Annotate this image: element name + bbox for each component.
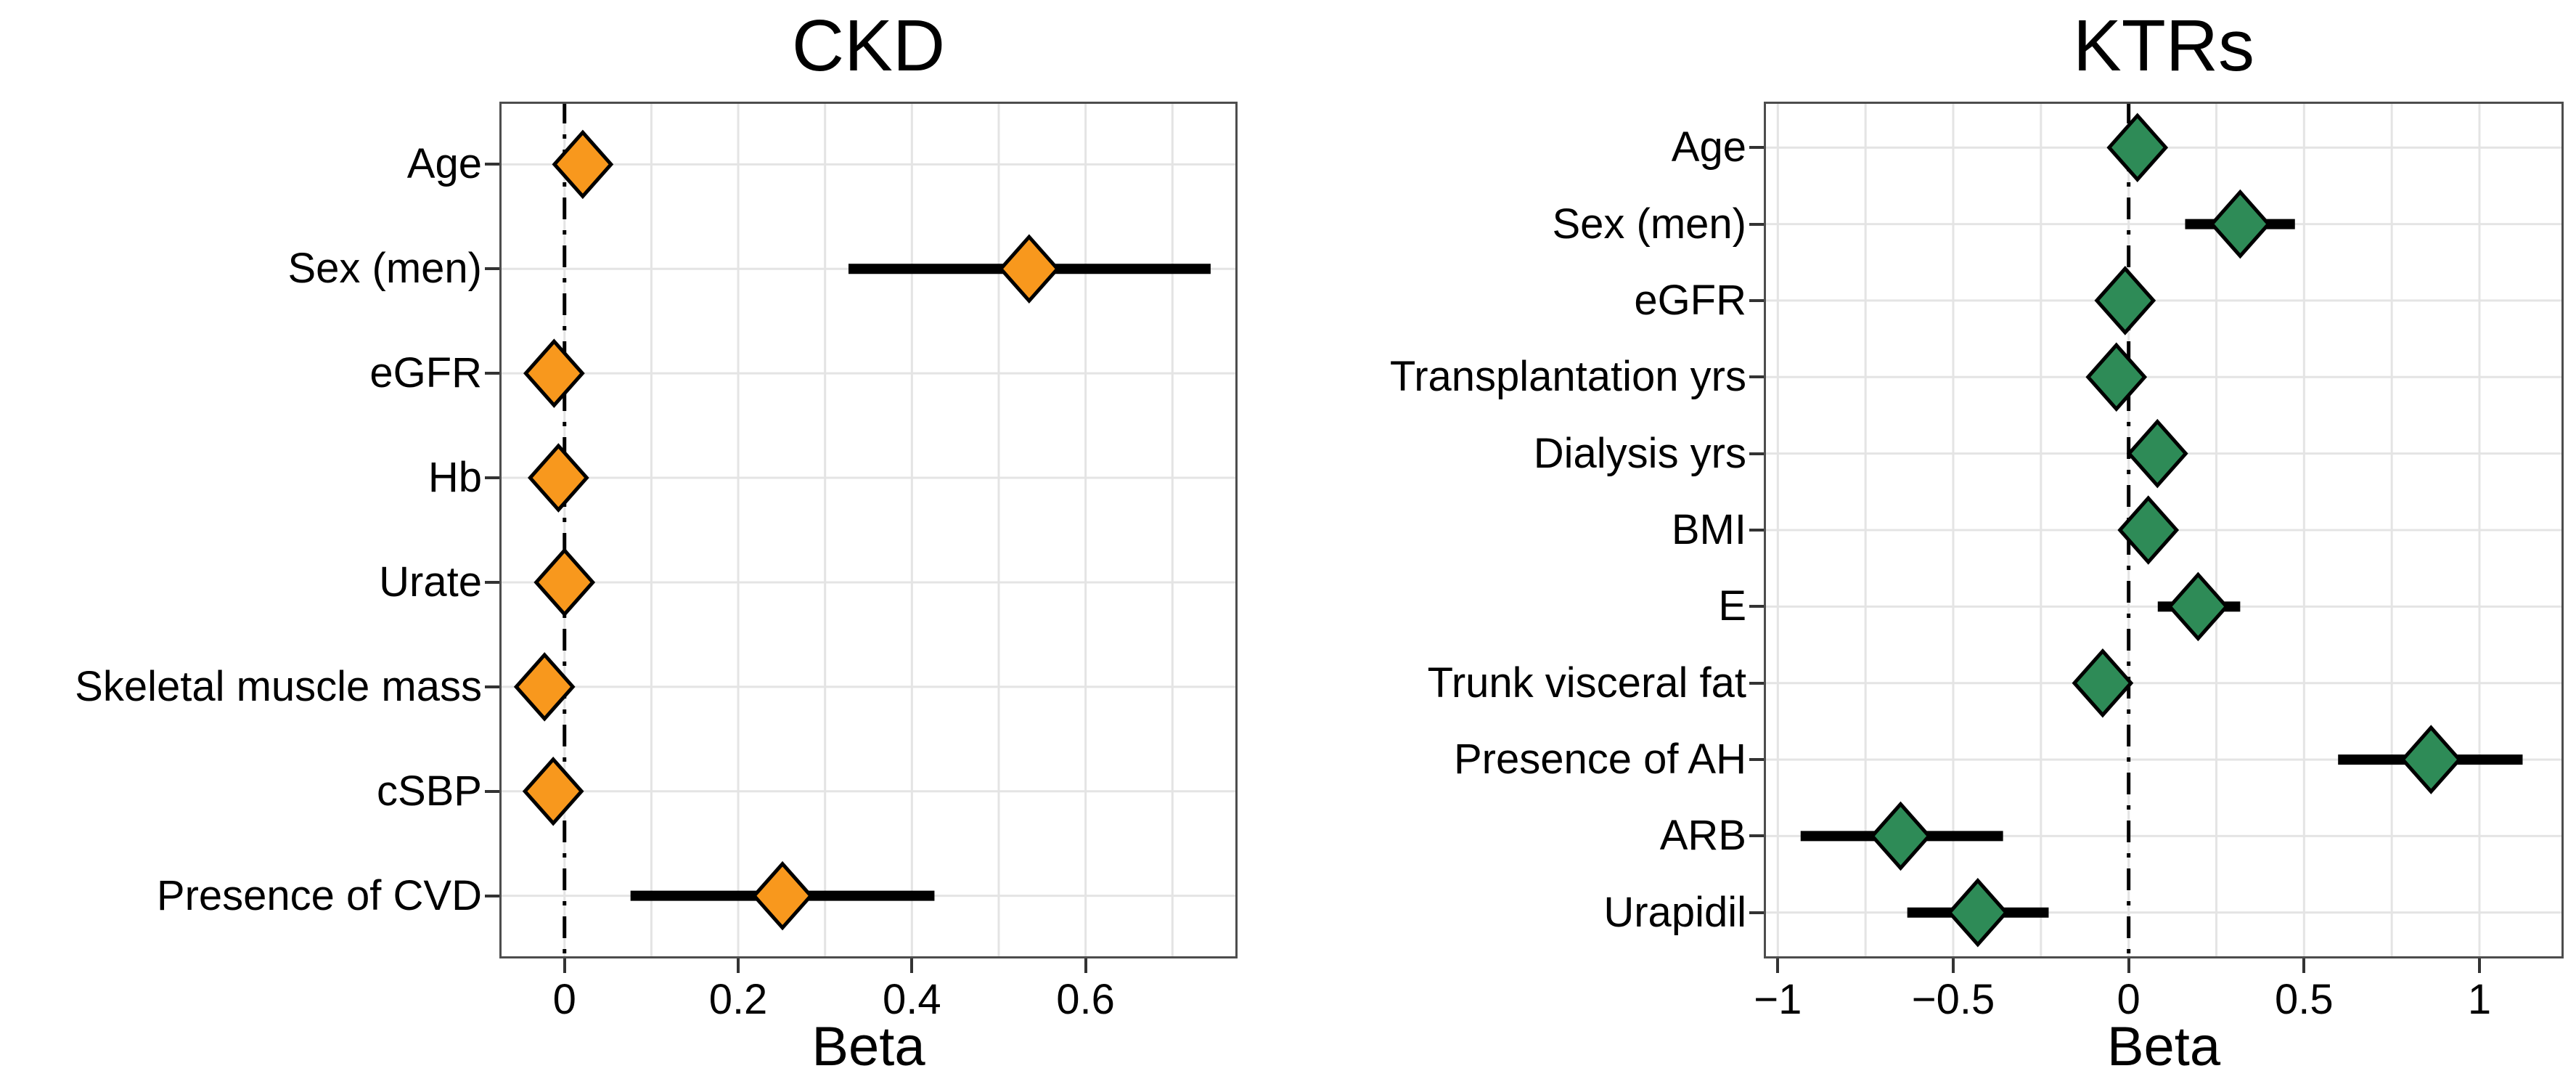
x-tick-label: 1 xyxy=(2467,976,2492,1023)
x-axis-tick xyxy=(2302,958,2306,973)
panel-title-ckd: CKD xyxy=(791,5,946,86)
y-axis-tick xyxy=(1749,529,1764,532)
x-axis-tick xyxy=(563,958,566,973)
x-tick-label: 0.2 xyxy=(708,976,768,1023)
x-axis-tick xyxy=(2127,958,2130,973)
beta-diamond-marker xyxy=(2400,725,2462,794)
beta-diamond-marker xyxy=(522,756,584,826)
beta-diamond-marker xyxy=(2072,648,2134,718)
beta-diamond-marker xyxy=(2167,571,2229,642)
category-label: cSBP xyxy=(376,767,482,815)
x-tick-label: 0.4 xyxy=(882,976,941,1023)
beta-diamond-marker xyxy=(1870,801,1931,871)
x-tick-label: −0.5 xyxy=(1911,976,1995,1023)
beta-diamond-marker xyxy=(552,129,614,200)
y-axis-tick xyxy=(485,476,499,480)
beta-diamond-marker xyxy=(2085,342,2148,412)
beta-diamond-marker xyxy=(1947,878,2009,948)
x-tick-label: 0.6 xyxy=(1056,976,1115,1023)
category-label: Skeletal muscle mass xyxy=(75,662,482,710)
y-axis-tick xyxy=(485,267,499,271)
beta-diamond-marker xyxy=(2126,418,2188,489)
x-axis-tick xyxy=(1084,958,1087,973)
y-axis-tick xyxy=(1749,146,1764,150)
x-axis-tick xyxy=(2478,958,2481,973)
beta-diamond-marker xyxy=(2106,113,2169,182)
beta-diamond-marker xyxy=(513,652,576,722)
beta-diamond-marker xyxy=(2117,495,2180,565)
y-axis-tick xyxy=(485,789,499,793)
y-axis-tick xyxy=(1749,298,1764,302)
category-label: Trunk visceral fat xyxy=(1427,659,1746,707)
x-axis-label-ckd: Beta xyxy=(811,1016,925,1078)
category-label: Age xyxy=(406,140,482,188)
panel-ckd-plot-area xyxy=(499,102,1238,958)
y-axis-tick xyxy=(1749,681,1764,685)
y-axis-tick xyxy=(1749,834,1764,838)
y-axis-tick xyxy=(485,894,499,897)
panel-title-ktrs: KTRs xyxy=(2073,5,2254,86)
x-axis-tick xyxy=(910,958,914,973)
category-label: Urapidil xyxy=(1603,888,1746,936)
beta-diamond-marker xyxy=(751,860,814,931)
beta-diamond-marker xyxy=(2209,189,2271,259)
beta-diamond-marker xyxy=(528,443,589,513)
category-label: BMI xyxy=(1671,506,1746,553)
x-axis-tick xyxy=(1952,958,1955,973)
category-label: ARB xyxy=(1659,812,1746,860)
category-label: Presence of CVD xyxy=(156,871,482,919)
y-axis-tick xyxy=(485,163,499,166)
x-tick-label: 0 xyxy=(552,976,576,1023)
x-tick-label: −1 xyxy=(1754,976,1802,1023)
category-label: eGFR xyxy=(369,349,482,397)
y-axis-tick xyxy=(1749,222,1764,226)
category-label: Hb xyxy=(428,454,482,502)
beta-diamond-marker xyxy=(2094,266,2156,335)
y-axis-tick xyxy=(1749,911,1764,914)
category-label: E xyxy=(1718,582,1746,630)
y-axis-tick xyxy=(1749,758,1764,762)
panel-canvas-ckd xyxy=(502,104,1235,956)
category-label: eGFR xyxy=(1634,276,1746,324)
beta-diamond-marker xyxy=(533,547,596,617)
y-axis-tick xyxy=(485,372,499,375)
y-axis-tick xyxy=(1749,605,1764,608)
x-axis-tick xyxy=(1776,958,1780,973)
beta-diamond-marker xyxy=(998,234,1060,304)
y-axis-tick xyxy=(1749,375,1764,379)
x-axis-label-ktrs: Beta xyxy=(2106,1016,2221,1078)
category-label: Sex (men) xyxy=(287,245,482,293)
beta-diamond-marker xyxy=(523,338,585,408)
y-axis-tick xyxy=(485,580,499,584)
category-label: Sex (men) xyxy=(1552,200,1746,248)
category-label: Transplantation yrs xyxy=(1389,353,1746,401)
x-tick-label: 0.5 xyxy=(2275,976,2334,1023)
panel-ktrs-plot-area xyxy=(1764,102,2564,958)
panel-canvas-ktrs xyxy=(1766,104,2561,956)
category-label: Urate xyxy=(379,558,482,606)
category-label: Dialysis yrs xyxy=(1533,429,1746,477)
category-label: Presence of AH xyxy=(1454,736,1746,783)
x-axis-tick xyxy=(737,958,740,973)
x-tick-label: 0 xyxy=(2117,976,2140,1023)
category-label: Age xyxy=(1671,123,1746,171)
y-axis-tick xyxy=(1749,452,1764,455)
y-axis-tick xyxy=(485,685,499,688)
